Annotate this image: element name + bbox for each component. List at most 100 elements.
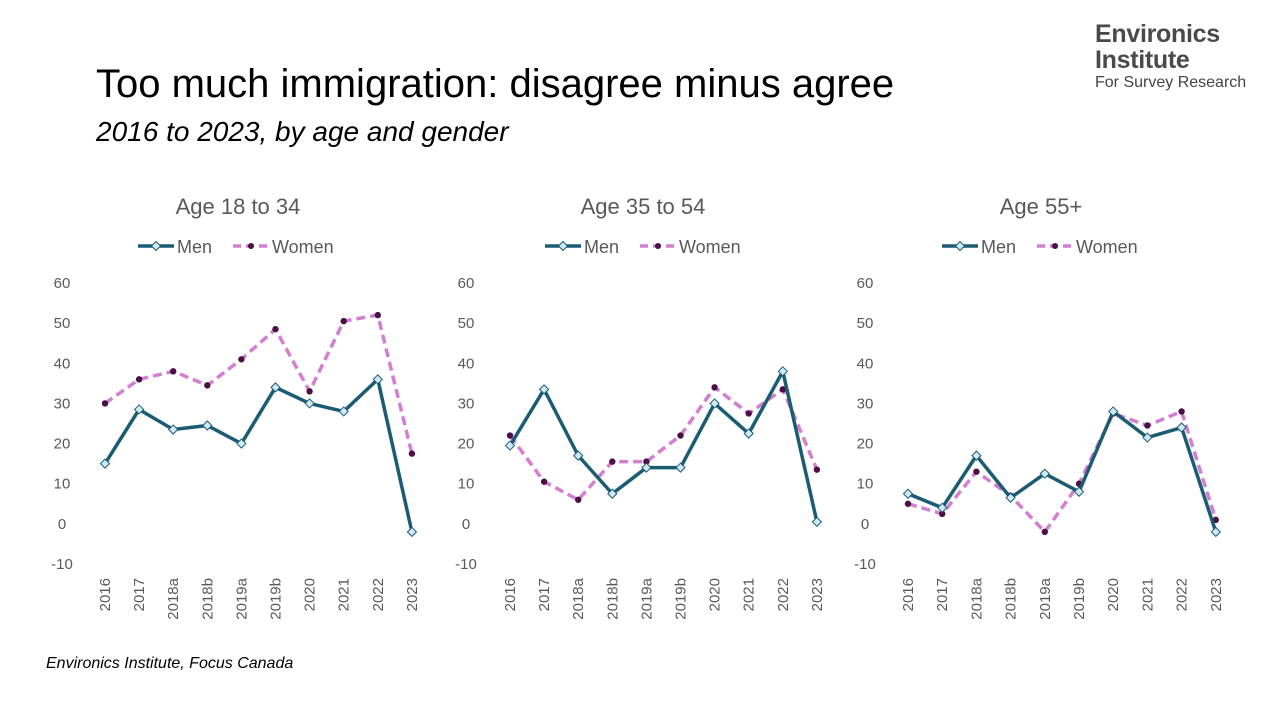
women-point — [973, 468, 980, 475]
y-tick-label: 10 — [458, 476, 475, 493]
men-point — [406, 526, 418, 538]
legend-women-label: Women — [1076, 237, 1138, 257]
legend-women-marker — [1052, 243, 1058, 249]
x-tick-label: 2018a — [570, 577, 587, 619]
women-point — [643, 458, 650, 465]
series-men-line — [103, 377, 414, 533]
women-point — [272, 325, 279, 333]
men-point — [1039, 468, 1051, 479]
x-tick-label: 2020 — [302, 578, 319, 611]
x-tick-label: 2018b — [1003, 578, 1020, 620]
y-tick-label: 10 — [54, 476, 71, 493]
y-tick-label: 10 — [857, 476, 874, 493]
women-point — [340, 317, 347, 325]
women-point — [306, 388, 313, 395]
x-tick-label: 2016 — [97, 578, 114, 611]
y-tick-label: 50 — [458, 315, 475, 332]
men-point — [270, 382, 281, 393]
men-point — [372, 374, 384, 385]
chart-panel-2: Age 35 to 54 Men Women 60 50 40 30 20 10 0 -10 2016… — [455, 194, 826, 620]
chart-panel-3: Age 55+ Men Women 60 50 40 30 20 10 0 -10 2016 2017 2… — [854, 194, 1225, 620]
y-tick-label: 50 — [857, 315, 874, 332]
y-tick-label: 60 — [458, 275, 475, 292]
women-point — [904, 500, 912, 507]
men-point — [1210, 526, 1222, 538]
legend-women-label: Women — [272, 237, 334, 257]
y-tick-label: -10 — [854, 556, 876, 573]
women-point — [813, 466, 821, 473]
women-point — [939, 510, 946, 518]
chart-title: Age 55+ — [1000, 194, 1083, 219]
page-subtitle: 2016 to 2023, by age and gender — [96, 116, 509, 147]
y-tick-label: 60 — [857, 275, 874, 292]
y-tick-label: 30 — [54, 395, 71, 412]
series-men-line — [907, 409, 1218, 533]
legend-men-label: Men — [177, 237, 212, 257]
women-point — [779, 386, 786, 393]
x-tick-label: 2019b — [673, 578, 690, 620]
men-point — [167, 424, 179, 435]
women-point — [677, 432, 684, 439]
logo-line-1: Environics — [1095, 20, 1220, 48]
x-tick-label: 2022 — [370, 578, 387, 611]
x-tick-label: 2021 — [336, 578, 353, 611]
chart-panel-1: Age 18 to 34 Men Women 60 50 40 30 20 10 0 -10 2016… — [51, 194, 421, 620]
women-point — [1144, 422, 1151, 429]
women-point — [575, 496, 582, 503]
series-women-line — [508, 385, 819, 502]
y-tick-label: 0 — [861, 516, 869, 533]
x-tick-label: 2019a — [233, 577, 250, 619]
x-tick-label: 2016 — [502, 578, 519, 611]
x-tick-label: 2019b — [1071, 578, 1088, 620]
women-point — [1178, 408, 1185, 415]
legend-men-label: Men — [981, 237, 1016, 257]
women-point — [135, 376, 143, 383]
legend-men-marker — [557, 240, 569, 252]
x-tick-label: 2022 — [775, 578, 792, 611]
men-point — [133, 404, 145, 415]
x-tick-label: 2023 — [809, 578, 826, 611]
men-point — [902, 488, 914, 499]
men-point — [936, 502, 948, 514]
legend-men-marker — [954, 240, 966, 252]
men-point — [504, 440, 516, 451]
y-tick-label: 20 — [458, 436, 475, 453]
men-point — [777, 366, 789, 377]
men-point — [1176, 422, 1187, 433]
women-point — [170, 368, 177, 375]
y-tick-label: 20 — [54, 436, 71, 453]
men-point — [1142, 432, 1153, 443]
men-point — [304, 398, 315, 409]
x-tick-label: 2018a — [165, 577, 182, 619]
y-tick-label: 0 — [462, 516, 470, 533]
women-point — [204, 382, 211, 389]
x-tick-label: 2017 — [131, 578, 148, 611]
men-point — [538, 384, 550, 395]
legend-women-marker — [248, 243, 254, 249]
women-point — [101, 400, 109, 407]
x-tick-label: 2023 — [1208, 578, 1225, 611]
men-point — [675, 462, 686, 473]
women-point — [609, 458, 616, 465]
y-tick-label: 30 — [857, 395, 874, 412]
x-tick-label: 2021 — [741, 578, 758, 611]
y-tick-label: 60 — [54, 275, 71, 292]
y-tick-label: 20 — [857, 436, 874, 453]
x-tick-label: 2017 — [536, 578, 553, 611]
x-tick-label: 2017 — [934, 578, 951, 611]
men-point — [811, 516, 823, 528]
page-title: Too much immigration: disagree minus agr… — [96, 62, 895, 106]
x-tick-label: 2022 — [1174, 578, 1191, 611]
women-point — [1041, 528, 1049, 536]
series-women-line — [907, 409, 1218, 534]
y-tick-label: 40 — [857, 355, 874, 372]
men-point — [971, 450, 982, 461]
men-point — [641, 462, 652, 473]
men-point — [1107, 406, 1119, 417]
y-tick-label: -10 — [51, 556, 73, 573]
women-point — [540, 478, 548, 485]
men-point — [1005, 492, 1016, 503]
women-point — [408, 450, 416, 457]
x-tick-label: 2020 — [707, 578, 724, 611]
